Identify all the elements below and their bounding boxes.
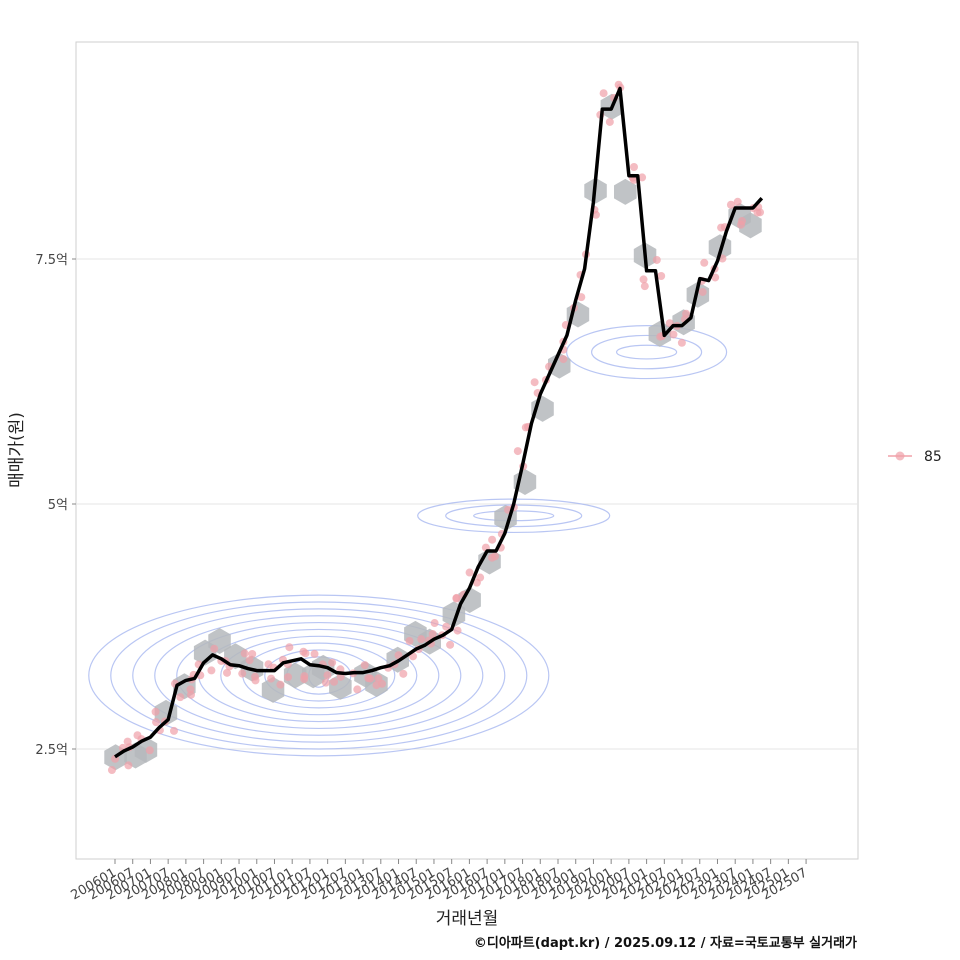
gridlines xyxy=(76,258,858,750)
hex-bin xyxy=(283,662,307,689)
transaction-point xyxy=(577,293,586,302)
transaction-point xyxy=(677,338,686,347)
density-contour xyxy=(565,325,728,380)
transaction-point xyxy=(210,644,219,653)
transaction-point xyxy=(152,718,161,727)
transaction-point xyxy=(207,666,216,675)
transaction-point xyxy=(657,272,666,281)
transaction-point xyxy=(176,693,185,702)
hex-bin xyxy=(614,178,637,205)
transaction-point xyxy=(726,200,735,209)
transaction-point xyxy=(186,685,195,694)
transaction-point xyxy=(378,679,387,688)
transaction-point xyxy=(530,378,539,387)
transaction-point xyxy=(652,255,661,264)
transaction-point xyxy=(248,649,257,658)
transaction-point xyxy=(353,685,362,694)
transaction-point xyxy=(453,626,462,635)
transaction-point xyxy=(124,761,133,770)
transaction-point xyxy=(442,622,451,631)
y-tick-label: 7.5억 xyxy=(35,253,68,268)
transaction-point xyxy=(107,766,116,775)
transaction-point xyxy=(151,707,160,716)
transaction-point xyxy=(629,162,638,171)
legend: 85 xyxy=(888,449,942,465)
transaction-point xyxy=(323,671,332,680)
density-contour xyxy=(132,608,506,743)
transaction-point xyxy=(521,423,530,432)
transaction-point xyxy=(614,80,623,89)
transaction-point xyxy=(238,669,247,678)
y-axis-title: 매매가(원) xyxy=(7,412,27,488)
transaction-point xyxy=(251,676,260,685)
transaction-point xyxy=(394,651,403,660)
x-axis-ticks: 2006012006072007012007072008012008072009… xyxy=(69,859,810,903)
transaction-point xyxy=(366,674,375,683)
transaction-point xyxy=(399,669,408,678)
density-contour xyxy=(110,601,528,750)
transaction-point xyxy=(737,217,746,226)
transaction-point xyxy=(640,282,649,291)
legend-marker xyxy=(895,451,905,461)
y-tick-label: 5억 xyxy=(48,498,68,513)
transaction-point xyxy=(638,173,647,182)
plot-panel xyxy=(75,41,859,860)
density-contour xyxy=(220,635,418,716)
x-axis-title: 거래년월 xyxy=(436,909,499,929)
series-line-85 xyxy=(114,86,764,759)
density-contour xyxy=(154,615,484,736)
transaction-point xyxy=(328,658,337,667)
transaction-point xyxy=(321,678,330,687)
legend-label: 85 xyxy=(924,449,942,465)
transaction-point xyxy=(300,675,309,684)
transaction-point xyxy=(465,568,474,577)
transaction-point xyxy=(476,573,485,582)
transaction-point xyxy=(753,208,762,217)
density-contour xyxy=(615,344,678,360)
transaction-point xyxy=(223,668,232,677)
density-contour xyxy=(88,594,550,757)
transaction-point xyxy=(669,330,678,339)
transaction-point xyxy=(452,593,461,602)
transaction-point xyxy=(405,636,414,645)
transaction-point xyxy=(513,447,522,456)
density-contour xyxy=(176,621,462,730)
transaction-point xyxy=(301,649,310,658)
transaction-point xyxy=(360,661,369,670)
transaction-point xyxy=(330,677,339,686)
transaction-point xyxy=(169,726,178,735)
transaction-point xyxy=(711,273,720,282)
transaction-point xyxy=(700,258,709,267)
transaction-point xyxy=(428,630,437,639)
transaction-point xyxy=(446,640,455,649)
transaction-point xyxy=(488,535,497,544)
density-contour xyxy=(590,334,703,370)
transaction-point xyxy=(605,117,614,126)
transaction-point xyxy=(267,674,276,683)
transaction-point xyxy=(698,287,707,296)
transaction-point xyxy=(733,197,742,206)
transaction-point xyxy=(490,552,499,561)
transaction-point xyxy=(240,649,249,658)
transaction-point xyxy=(430,619,439,628)
transaction-point xyxy=(245,656,254,665)
transaction-point xyxy=(599,89,608,98)
transaction-point xyxy=(591,210,600,219)
transaction-points xyxy=(107,80,765,775)
transaction-point xyxy=(417,635,426,644)
transaction-point xyxy=(682,309,691,318)
transaction-point xyxy=(639,275,648,284)
transaction-point xyxy=(145,746,154,755)
transaction-point xyxy=(284,673,293,682)
transaction-point xyxy=(276,680,285,689)
transaction-point xyxy=(310,649,319,658)
y-axis-ticks: 2.5억 5억 7.5억 xyxy=(35,253,76,758)
caption: ©디아파트(dapt.kr) / 2025.09.12 / 자료=국토교통부 실… xyxy=(474,935,857,951)
y-tick-label: 2.5억 xyxy=(35,743,68,758)
transaction-point xyxy=(285,643,294,652)
transaction-point xyxy=(559,355,568,364)
